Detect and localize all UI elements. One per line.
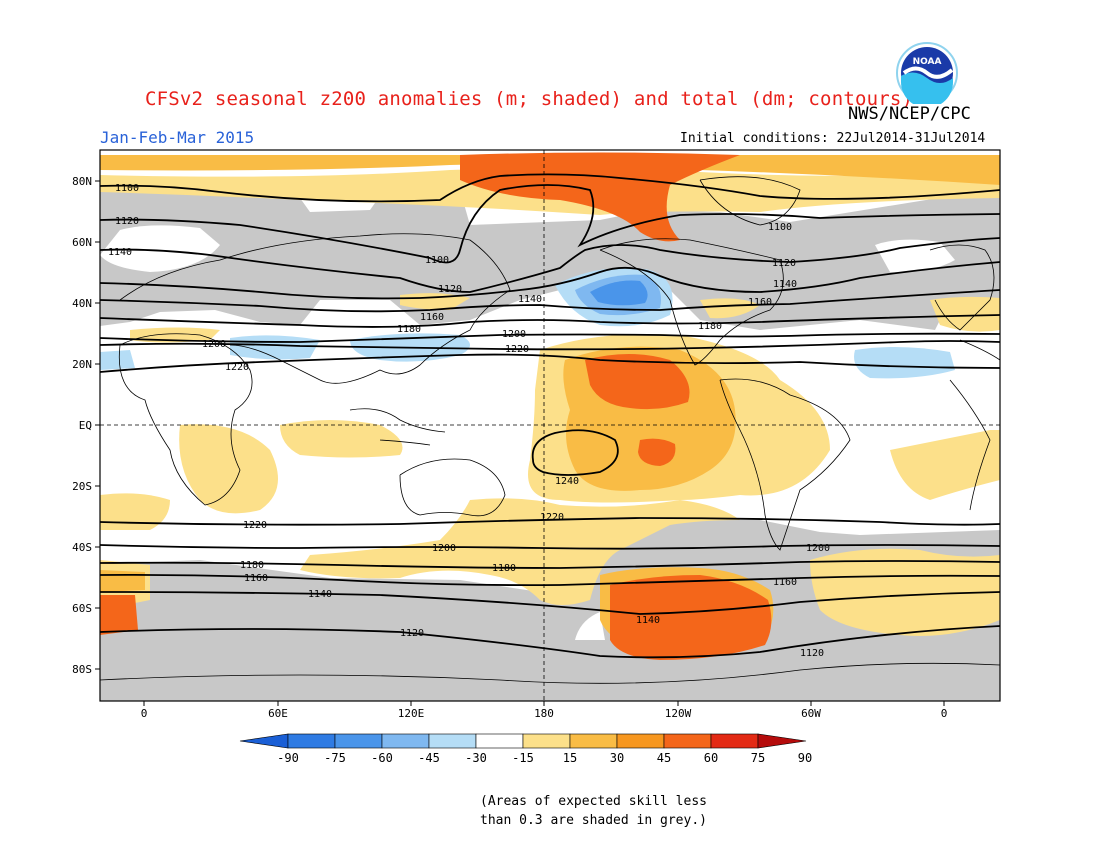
lat-label: 20N: [72, 358, 92, 371]
contour-label: 1200: [432, 543, 456, 554]
colorbar-tick-label: -60: [371, 751, 393, 765]
lat-label: 40N: [72, 297, 92, 310]
colorbar-box: [287, 733, 336, 749]
colorbar-tick-label: 15: [563, 751, 577, 765]
contour-label: 1220: [505, 344, 529, 355]
anomaly-minus-45-60: [590, 280, 648, 306]
skill-note: (Areas of expected skill less than 0.3 a…: [480, 792, 707, 830]
map-plot-area: 1100 1100 1100 1120 1120 1120 1140 1140 …: [100, 150, 1000, 701]
colorbar-box: [334, 733, 383, 749]
noaa-logo-text: NOAA: [913, 57, 942, 67]
contour-label: 1200: [202, 339, 226, 350]
map-title: CFSv2 seasonal z200 anomalies (m; shaded…: [145, 88, 914, 110]
contour-label: 1180: [397, 324, 421, 335]
colorbar-box: [663, 733, 712, 749]
height-contours: [100, 173, 1000, 659]
colorbar-tick-label: 90: [798, 751, 812, 765]
colorbar-box: [475, 733, 524, 749]
colorbar-box: [381, 733, 430, 749]
lat-label: 60N: [72, 236, 92, 249]
contour-label: 1160: [420, 312, 444, 323]
colorbar-box: [428, 733, 477, 749]
contour-label: 1180: [698, 321, 722, 332]
colorbar-tick-label: -15: [512, 751, 534, 765]
contour-label: 1120: [400, 628, 424, 639]
colorbar-box: [710, 733, 759, 749]
contour-label: 1220: [243, 520, 267, 531]
contour-label: 1160: [244, 573, 268, 584]
lon-label: 120W: [665, 707, 692, 720]
colorbar-tick-label: 60: [704, 751, 718, 765]
contour-label: 1200: [502, 329, 526, 340]
contour-label: 1160: [773, 577, 797, 588]
contour-label: 1160: [748, 297, 772, 308]
contour-label: 1140: [518, 294, 542, 305]
colorbar-tick-label: -90: [277, 751, 299, 765]
lat-label: 60S: [72, 602, 92, 615]
colorbar: -90 -75 -60 -45 -30 -15 15 30 45 60 75 90: [239, 733, 812, 765]
contour-label: 1200: [806, 543, 830, 554]
colorbar-box: [522, 733, 571, 749]
contour-label: 1220: [540, 512, 564, 523]
agency-label: NWS/NCEP/CPC: [848, 104, 971, 124]
low-skill-shading: [100, 178, 1000, 701]
lat-label: 80S: [72, 663, 92, 676]
lat-label: EQ: [79, 419, 92, 432]
colorbar-box: [616, 733, 665, 749]
lon-label: 60E: [268, 707, 288, 720]
lat-label: 20S: [72, 480, 92, 493]
colorbar-tick-label: 45: [657, 751, 671, 765]
lon-label: 120E: [398, 707, 425, 720]
longitude-axis: 0 60E 120E 180 120W 60W 0: [141, 701, 948, 720]
contour-label: 1220: [225, 362, 249, 373]
contour-label: 1100: [115, 183, 139, 194]
contour-label: 1100: [425, 255, 449, 266]
contour-label: 1100: [768, 222, 792, 233]
lat-label: 40S: [72, 541, 92, 554]
contour-label: 1120: [772, 258, 796, 269]
skill-note-line2: than 0.3 are shaded in grey.): [480, 813, 707, 828]
noaa-logo: NOAA: [896, 42, 958, 104]
colorbar-tick-label: 75: [751, 751, 765, 765]
coastlines: [100, 176, 1000, 684]
contour-label: 1180: [240, 560, 264, 571]
contour-label: 1140: [636, 615, 660, 626]
contour-label: 1240: [555, 476, 579, 487]
lon-label: 0: [141, 707, 148, 720]
contour-labels: 1100 1100 1100 1120 1120 1120 1140 1140 …: [108, 183, 830, 659]
skill-note-line1: (Areas of expected skill less: [480, 794, 707, 809]
contour-label: 1120: [800, 648, 824, 659]
contour-label: 1140: [108, 247, 132, 258]
colorbar-tick-label: -30: [465, 751, 487, 765]
colorbar-arrow-right: [757, 733, 807, 749]
contour-label: 1180: [492, 563, 516, 574]
colorbar-tick-label: 30: [610, 751, 624, 765]
lat-label: 80N: [72, 175, 92, 188]
initial-conditions: Initial conditions: 22Jul2014-31Jul2014: [680, 131, 986, 146]
forecast-period: Jan-Feb-Mar 2015: [100, 128, 255, 147]
contour-label: 1140: [308, 589, 332, 600]
contour-label: 1140: [773, 279, 797, 290]
colorbar-box: [569, 733, 618, 749]
contour-label: 1120: [115, 216, 139, 227]
white-patches: [100, 193, 955, 640]
lon-label: 180: [534, 707, 554, 720]
colorbar-tick-label: -45: [418, 751, 440, 765]
colorbar-tick-label: -75: [324, 751, 346, 765]
latitude-axis: 80N 60N 40N 20N EQ 20S 40S 60S 80S: [72, 175, 100, 676]
lon-label: 60W: [801, 707, 821, 720]
contour-label: 1120: [438, 284, 462, 295]
lon-label: 0: [941, 707, 948, 720]
colorbar-arrow-left: [239, 733, 289, 749]
